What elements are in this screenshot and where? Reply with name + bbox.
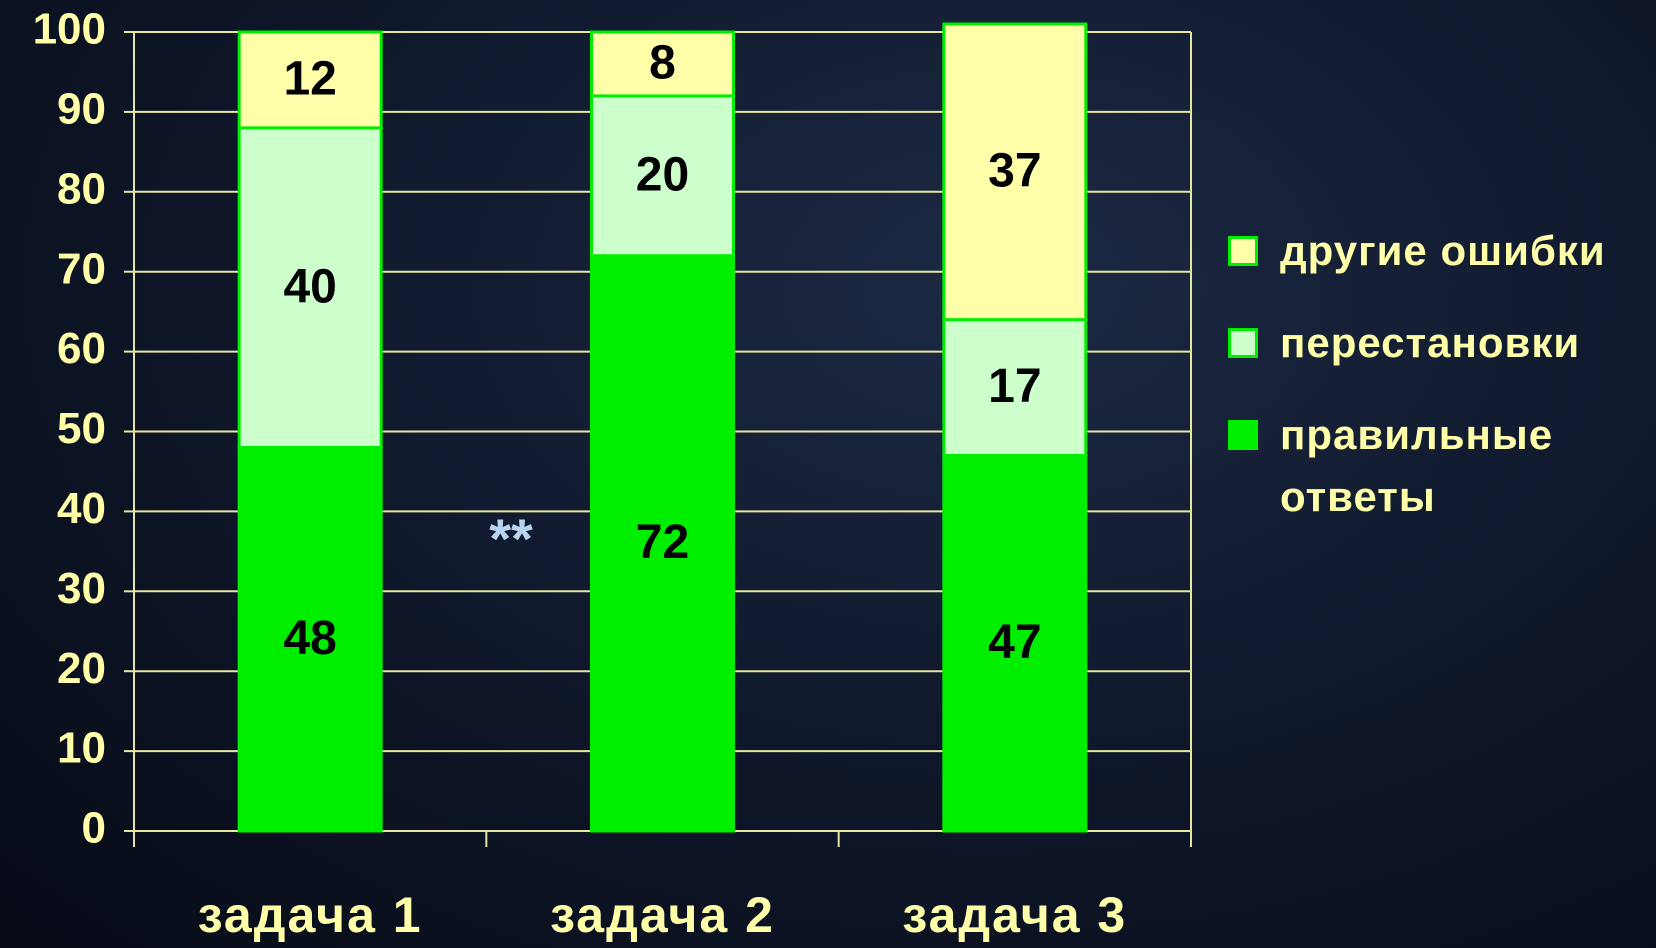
legend-entry: правильные ответы <box>1228 411 1653 528</box>
data-label: 12 <box>283 53 336 106</box>
legend-label: правильные ответы <box>1280 411 1554 520</box>
legend-label: другие ошибки <box>1280 227 1606 274</box>
data-label: 48 <box>283 612 336 665</box>
data-label: 8 <box>649 37 676 90</box>
data-label: 47 <box>988 616 1041 669</box>
y-tick-label: 90 <box>57 85 106 134</box>
y-tick-label: 100 <box>33 5 106 54</box>
y-tick-label: 30 <box>57 564 106 613</box>
bar-segment <box>590 254 735 833</box>
bar-segment <box>237 126 383 449</box>
bar-segment <box>237 445 383 833</box>
y-tick-label: 80 <box>57 164 106 213</box>
x-tick-label: задача 3 <box>902 887 1127 943</box>
legend-entry: перестановки <box>1228 319 1653 374</box>
data-label: 20 <box>636 148 689 201</box>
x-tick-label: задача 2 <box>550 887 775 943</box>
data-label: 17 <box>988 360 1041 413</box>
legend-label: перестановки <box>1280 319 1581 366</box>
data-label: 40 <box>283 260 336 313</box>
y-tick-label: 70 <box>57 244 106 293</box>
x-tick-label: задача 1 <box>198 887 423 943</box>
data-label: 37 <box>988 144 1041 197</box>
y-tick-label: 40 <box>57 484 106 533</box>
legend-entry: другие ошибки <box>1228 227 1653 282</box>
legend-swatch <box>1228 328 1258 358</box>
bar-segment <box>942 318 1088 457</box>
data-label: 72 <box>636 516 689 569</box>
bar-segment <box>590 94 735 258</box>
y-tick-label: 20 <box>57 644 106 693</box>
bar-segment <box>942 22 1088 322</box>
annotation: ** <box>489 507 533 570</box>
y-tick-label: 50 <box>57 404 106 453</box>
y-tick-label: 60 <box>57 324 106 373</box>
bar-segment <box>590 30 735 98</box>
bar-segment <box>942 453 1088 833</box>
legend-swatch <box>1228 236 1258 266</box>
legend: другие ошибки перестановки правильные отве… <box>1228 227 1653 566</box>
y-tick-label: 0 <box>82 804 106 853</box>
legend-swatch <box>1228 420 1258 450</box>
y-tick-label: 10 <box>57 724 106 773</box>
bar-segment <box>237 30 383 130</box>
